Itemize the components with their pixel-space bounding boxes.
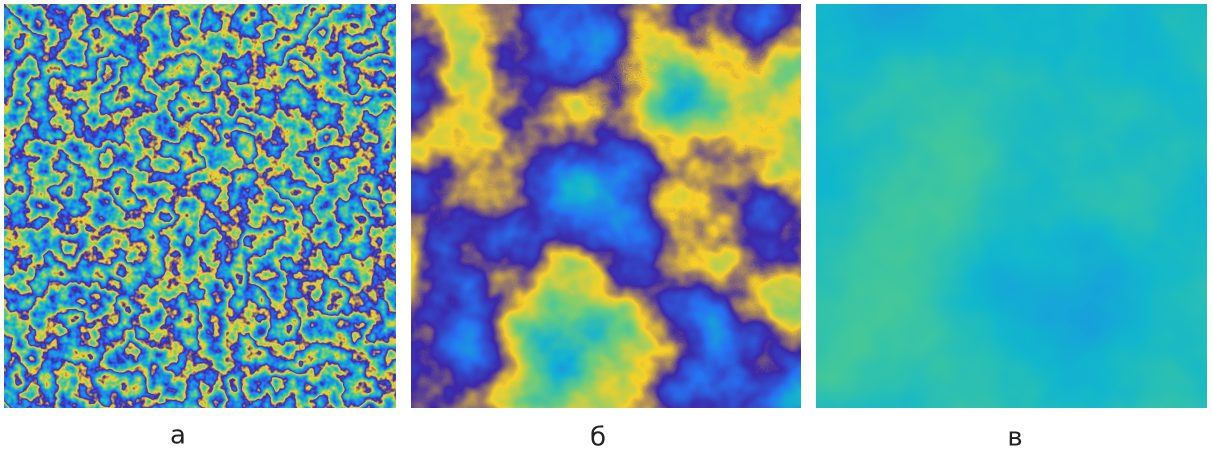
phase-map: [4, 4, 396, 408]
panel-label: б: [590, 423, 606, 453]
phase-map: [411, 4, 801, 408]
panel-label: в: [1007, 423, 1022, 453]
phase-map: [816, 4, 1207, 408]
panel-label: а: [170, 421, 186, 451]
figure: а б в: [0, 0, 1212, 457]
